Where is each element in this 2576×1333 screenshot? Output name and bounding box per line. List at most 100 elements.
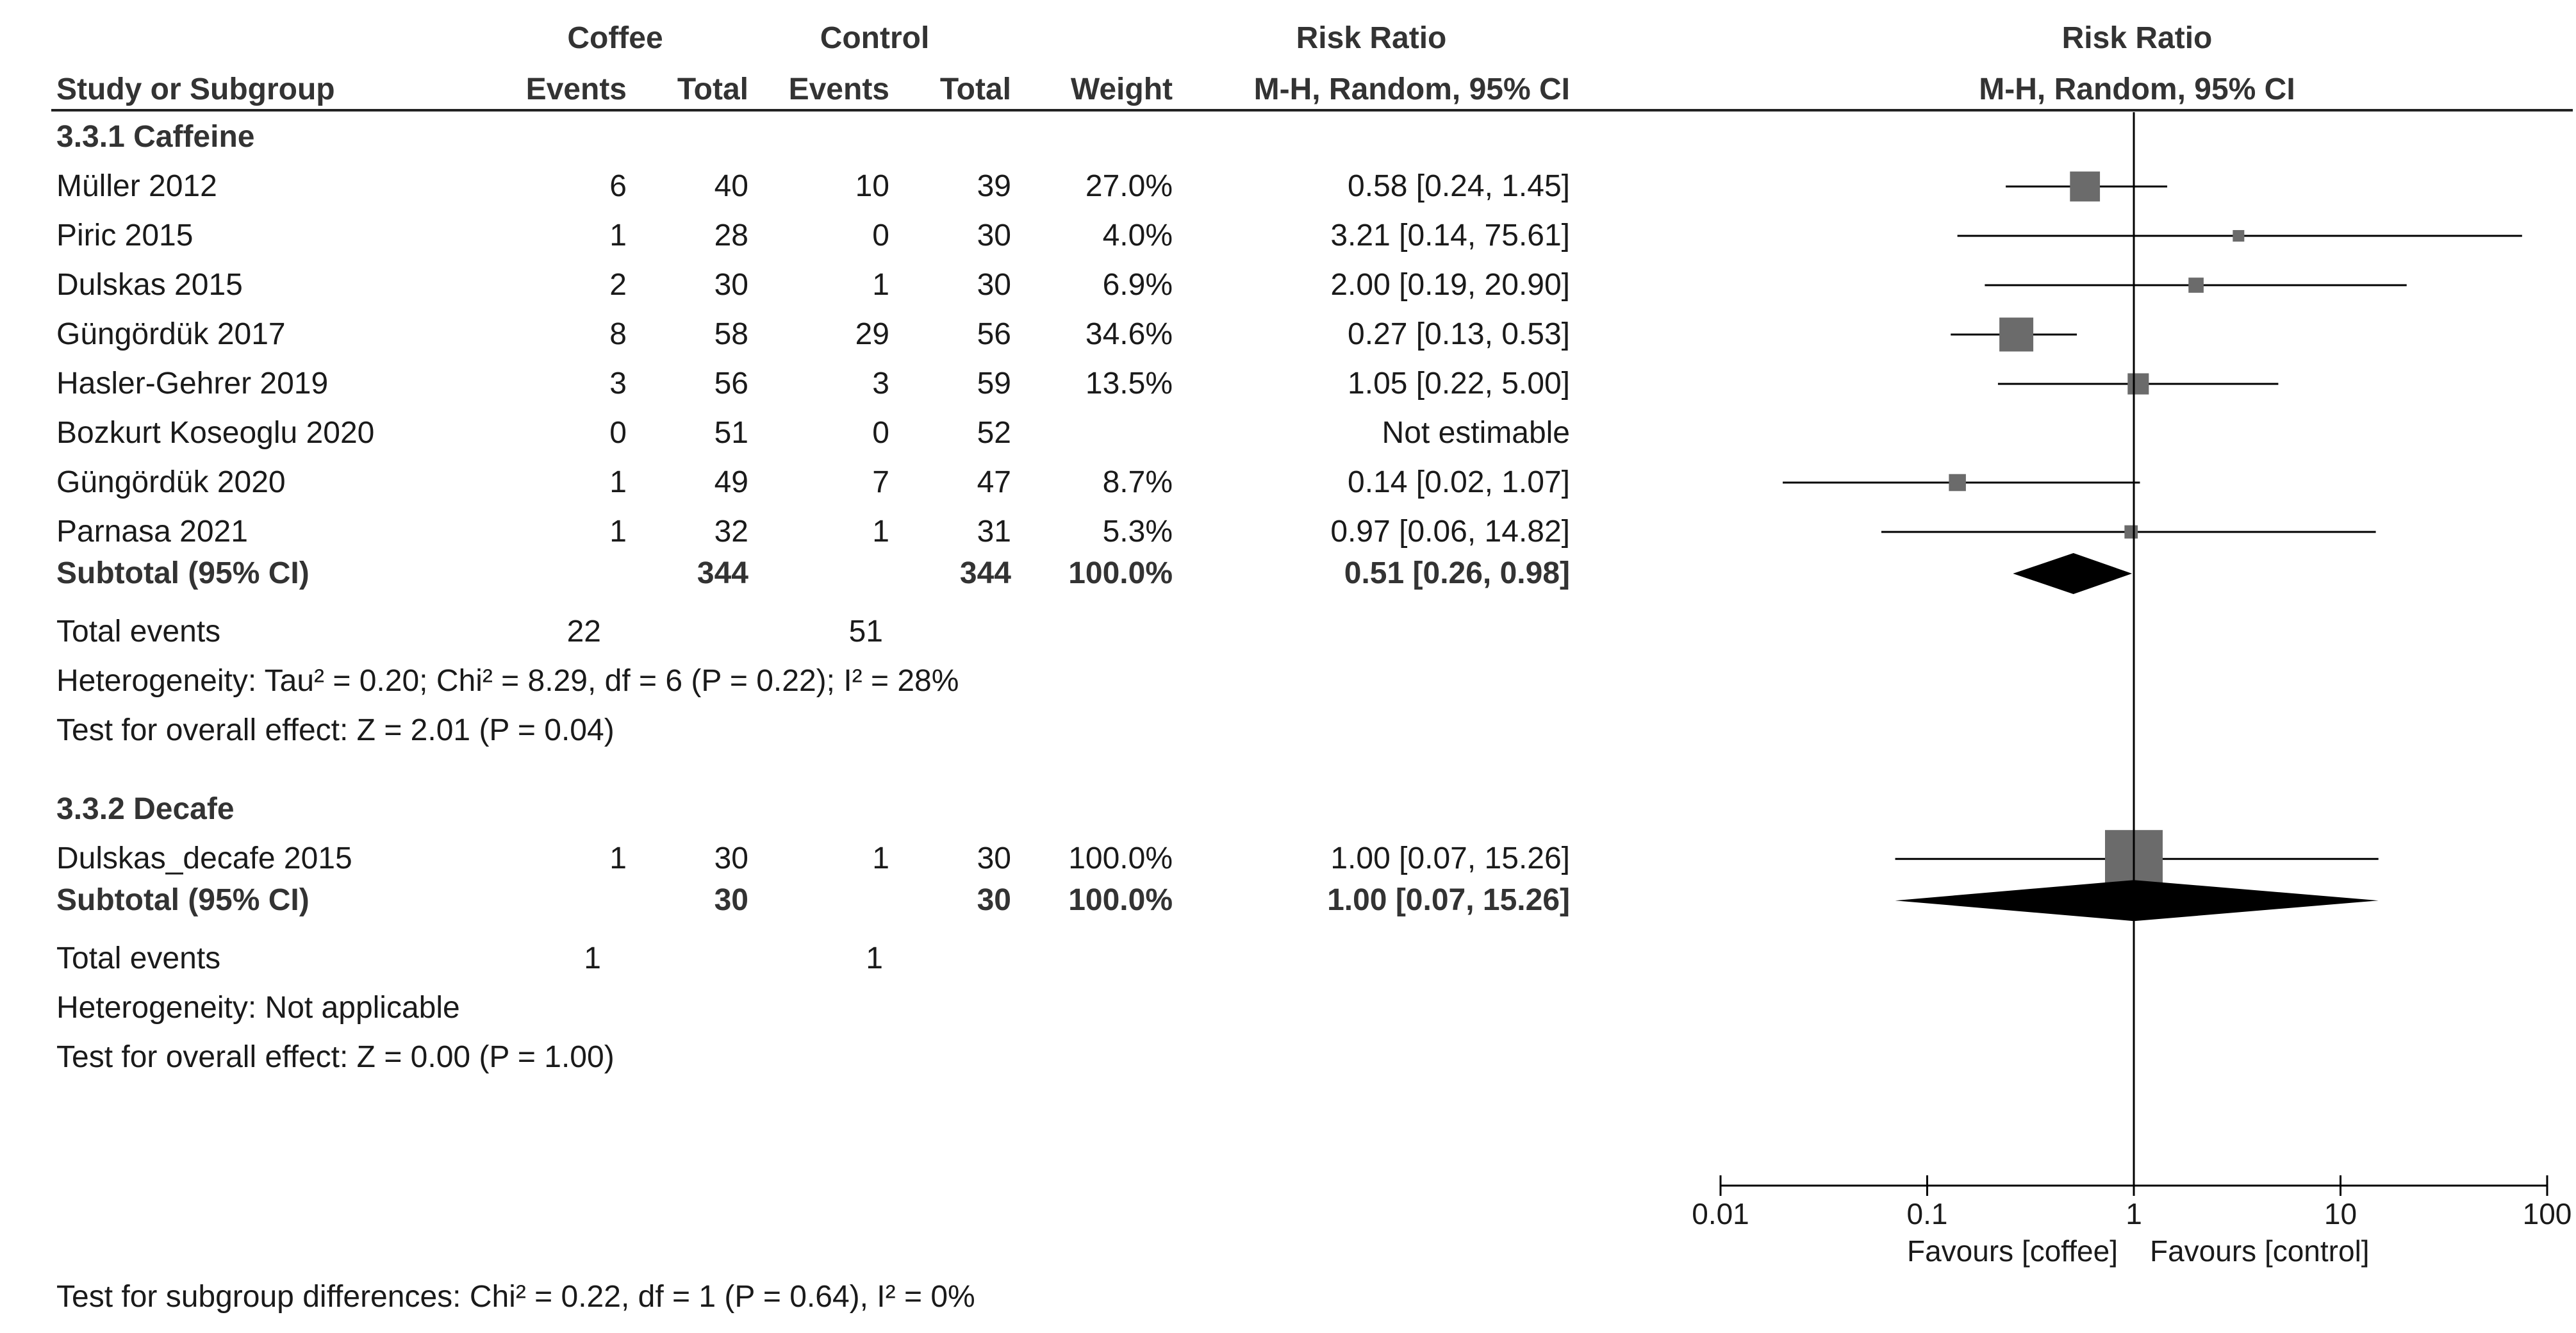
- study-weight: 4.0%: [1102, 219, 1173, 253]
- study-weight: 6.9%: [1102, 268, 1173, 302]
- rr-method-header: M-H, Random, 95% CI: [1253, 72, 1570, 106]
- total-events-coffee: 1: [584, 941, 601, 976]
- study-weight: 13.5%: [1085, 367, 1173, 401]
- study-marker: [2127, 373, 2149, 395]
- study-marker: [2124, 525, 2138, 539]
- control-events: 10: [855, 169, 889, 203]
- total-events-coffee: 22: [566, 615, 601, 649]
- coffee-total: 28: [714, 219, 748, 253]
- control-events: 1: [872, 268, 889, 302]
- coffee-total-header: Total: [677, 72, 748, 106]
- coffee-events: 1: [609, 219, 627, 253]
- study-name: Dulskas_decafe 2015: [56, 841, 352, 876]
- coffee-events: 1: [609, 841, 627, 876]
- coffee-group-header: Coffee: [567, 21, 663, 55]
- control-total-header: Total: [939, 72, 1011, 106]
- control-events: 1: [872, 515, 889, 549]
- control-events-header: Events: [788, 72, 889, 106]
- total-events-control: 51: [848, 615, 883, 649]
- subtotal-risk-ratio: 0.51 [0.26, 0.98]: [1344, 556, 1570, 590]
- coffee-events: 6: [609, 169, 627, 203]
- axis-tick-label: 0.1: [1907, 1197, 1948, 1230]
- control-total: 30: [977, 268, 1011, 302]
- study-marker: [1949, 474, 1966, 492]
- subtotal-coffee-total: 30: [714, 883, 748, 918]
- coffee-total: 30: [714, 841, 748, 876]
- subtotal-diamond: [2013, 553, 2133, 594]
- subtotal-coffee-total: 344: [697, 556, 748, 590]
- control-total: 47: [977, 465, 1011, 499]
- risk-ratio-col-header: Risk Ratio: [1296, 21, 1447, 55]
- study-weight: 100.0%: [1068, 841, 1173, 876]
- study-risk-ratio: Not estimable: [1382, 416, 1570, 450]
- control-total: 31: [977, 515, 1011, 549]
- header-divider: [51, 109, 2573, 112]
- control-events: 0: [872, 219, 889, 253]
- coffee-events: 2: [609, 268, 627, 302]
- study-name: Piric 2015: [56, 219, 194, 253]
- subgroup-title: 3.3.1 Caffeine: [56, 120, 255, 154]
- study-risk-ratio: 0.97 [0.06, 14.82]: [1330, 515, 1570, 549]
- subgroup-title: 3.3.2 Decafe: [56, 792, 235, 827]
- study-name: Müller 2012: [56, 169, 217, 203]
- subtotal-risk-ratio: 1.00 [0.07, 15.26]: [1327, 883, 1570, 918]
- study-marker: [2188, 277, 2204, 293]
- study-name: Parnasa 2021: [56, 515, 248, 549]
- study-weight: 8.7%: [1102, 465, 1173, 499]
- study-name: Bozkurt Koseoglu 2020: [56, 416, 375, 450]
- study-risk-ratio: 0.14 [0.02, 1.07]: [1348, 465, 1570, 499]
- study-weight: 5.3%: [1102, 515, 1173, 549]
- subtotal-control-total: 30: [977, 883, 1011, 918]
- favours-control-label: Favours [control]: [2150, 1234, 2370, 1268]
- study-weight: 27.0%: [1085, 169, 1173, 203]
- subtotal-control-total: 344: [959, 556, 1011, 590]
- coffee-total: 49: [714, 465, 748, 499]
- axis-tick-label: 1: [2126, 1197, 2142, 1230]
- study-marker: [2070, 171, 2101, 202]
- study-risk-ratio: 2.00 [0.19, 20.90]: [1330, 268, 1570, 302]
- subtotal-weight: 100.0%: [1068, 556, 1173, 590]
- coffee-total: 51: [714, 416, 748, 450]
- control-group-header: Control: [820, 21, 930, 55]
- study-risk-ratio: 0.27 [0.13, 0.53]: [1348, 317, 1570, 351]
- subtotal-diamond: [1895, 880, 2379, 922]
- total-events-label: Total events: [56, 615, 221, 649]
- weight-header: Weight: [1070, 72, 1173, 106]
- coffee-total: 32: [714, 515, 748, 549]
- heterogeneity-text: Heterogeneity: Tau² = 0.20; Chi² = 8.29,…: [56, 664, 959, 698]
- control-total: 59: [977, 367, 1011, 401]
- control-total: 30: [977, 841, 1011, 876]
- plot-method-header: M-H, Random, 95% CI: [1979, 72, 2295, 106]
- study-name: Güngördük 2020: [56, 465, 286, 499]
- study-marker: [1999, 317, 2034, 352]
- study-risk-ratio: 1.05 [0.22, 5.00]: [1348, 367, 1570, 401]
- plot-title: Risk Ratio: [2061, 21, 2213, 55]
- control-total: 56: [977, 317, 1011, 351]
- study-risk-ratio: 0.58 [0.24, 1.45]: [1348, 169, 1570, 203]
- control-events: 0: [872, 416, 889, 450]
- coffee-events: 8: [609, 317, 627, 351]
- overall-effect-text: Test for overall effect: Z = 0.00 (P = 1…: [56, 1040, 615, 1075]
- control-total: 30: [977, 219, 1011, 253]
- study-weight: 34.6%: [1085, 317, 1173, 351]
- favours-coffee-label: Favours [coffee]: [1907, 1234, 2118, 1268]
- coffee-events: 3: [609, 367, 627, 401]
- subgroup-test-text: Test for subgroup differences: Chi² = 0.…: [56, 1280, 975, 1314]
- total-events-control: 1: [866, 941, 883, 976]
- subtotal-label: Subtotal (95% CI): [56, 883, 310, 918]
- control-total: 39: [977, 169, 1011, 203]
- coffee-total: 30: [714, 268, 748, 302]
- coffee-total: 58: [714, 317, 748, 351]
- study-risk-ratio: 3.21 [0.14, 75.61]: [1330, 219, 1570, 253]
- control-total: 52: [977, 416, 1011, 450]
- study-name: Hasler-Gehrer 2019: [56, 367, 329, 401]
- subtotal-weight: 100.0%: [1068, 883, 1173, 918]
- control-events: 29: [855, 317, 889, 351]
- control-events: 1: [872, 841, 889, 876]
- study-col-header: Study or Subgroup: [56, 72, 335, 106]
- axis-tick-label: 0.01: [1692, 1197, 1749, 1230]
- study-name: Güngördük 2017: [56, 317, 286, 351]
- coffee-total: 56: [714, 367, 748, 401]
